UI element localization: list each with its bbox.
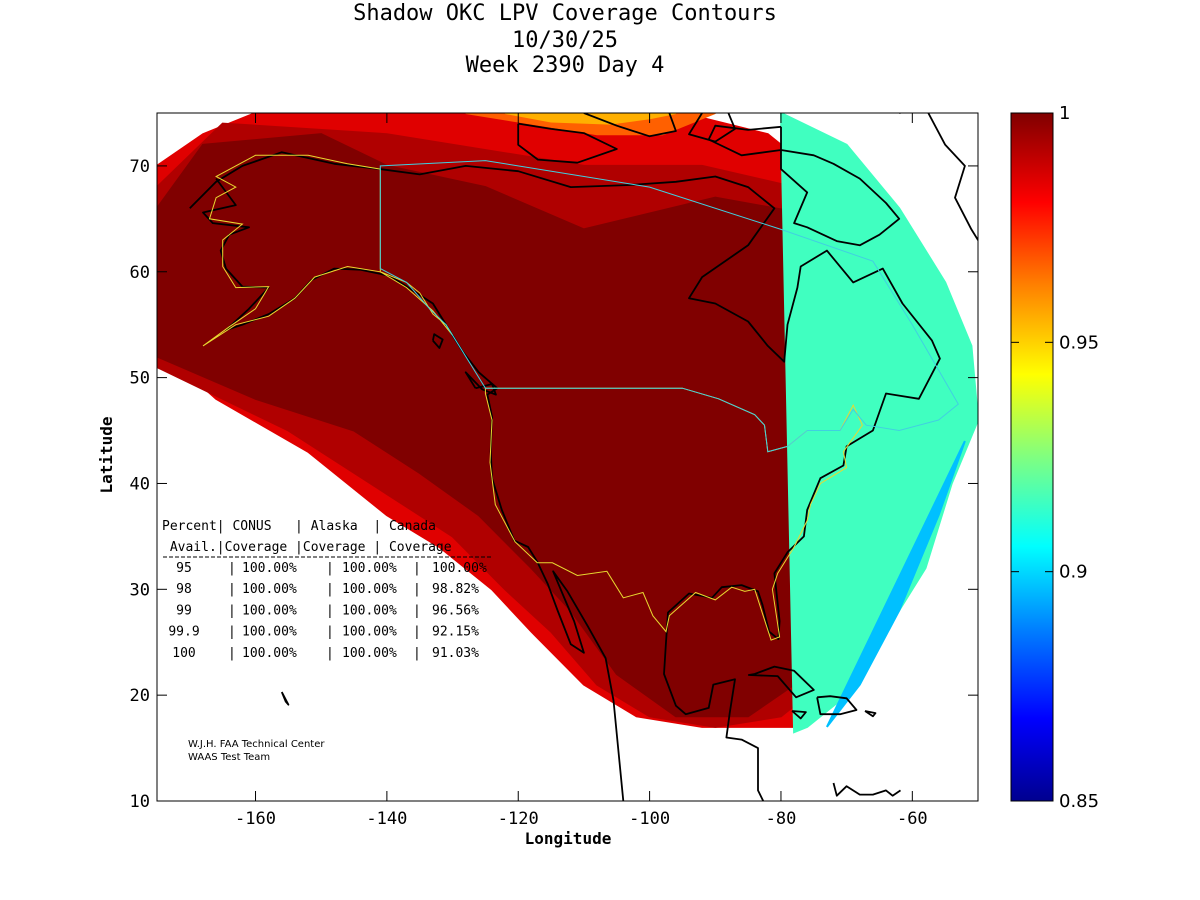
table-cell-canada: 100.00%	[432, 561, 487, 576]
coastline-segment	[864, 710, 877, 718]
table-cell-alaska: 100.00%	[342, 603, 397, 618]
table-header-row-2: Avail.|Coverage |Coverage | Coverage	[162, 540, 452, 555]
chart-title-line-1: Shadow OKC LPV Coverage Contours	[353, 1, 777, 26]
contour-level-0-95	[504, 113, 677, 125]
x-tick-label: -160	[235, 809, 276, 829]
x-axis-label: Longitude	[525, 829, 612, 848]
table-separator: |	[326, 625, 334, 640]
x-tick-label: -60	[897, 809, 928, 829]
colorbar-tick-label: 1	[1059, 103, 1070, 124]
coastline-segment	[280, 691, 290, 706]
colorbar-ticks: 0.85 0.9 0.95 1	[1011, 103, 1099, 812]
coastlines	[189, 113, 978, 801]
table-cell-alaska: 100.00%	[342, 582, 397, 597]
credit-line-2: WAAS Test Team	[188, 752, 270, 763]
table-separator: |	[326, 561, 334, 576]
coastline-segment	[688, 113, 736, 143]
table-cell-canada: 96.56%	[432, 603, 479, 618]
table-cell-conus: 100.00%	[242, 561, 297, 576]
contour-level-0-92	[779, 113, 978, 734]
table-cell-conus: 100.00%	[242, 582, 297, 597]
coastline-segment	[791, 710, 807, 720]
coastline-segment	[832, 782, 902, 797]
table-separator: |	[228, 625, 236, 640]
colorbar-tick-label: 0.95	[1059, 332, 1099, 353]
y-tick-label: 60	[130, 263, 150, 283]
table-cell-canada: 92.15%	[432, 625, 479, 640]
coastline-segment	[583, 113, 677, 138]
table-separator: |	[413, 625, 421, 640]
x-tick-label: -140	[366, 809, 407, 829]
axis-ticks	[157, 113, 978, 802]
table-cell-conus: 100.00%	[242, 625, 297, 640]
x-tick-label: -120	[498, 809, 539, 829]
table-cell-alaska: 100.00%	[342, 561, 397, 576]
region-canada-outline	[379, 160, 959, 453]
table-cell-canada: 91.03%	[432, 646, 479, 661]
table-cell-percent: 98	[176, 582, 192, 597]
table-separator: |	[413, 561, 421, 576]
colorbar-tick-label: 0.85	[1059, 791, 1099, 812]
table-row: 95 100.00% 100.00% 100.00% | | |	[176, 561, 487, 576]
table-separator: |	[228, 582, 236, 597]
coverage-table: Percent| CONUS | Alaska | Canada Avail.|…	[162, 519, 492, 661]
table-cell-conus: 100.00%	[242, 603, 297, 618]
table-row: 99.9 100.00% 100.00% 92.15% | | |	[168, 625, 479, 640]
coastline-segment	[189, 151, 941, 801]
credit-line-1: W.J.H. FAA Technical Center	[188, 739, 325, 750]
table-separator: |	[228, 603, 236, 618]
chart-title-line-2: 10/30/25	[512, 28, 618, 53]
coastline-segment	[464, 371, 497, 396]
table-separator: |	[413, 603, 421, 618]
table-cell-alaska: 100.00%	[342, 646, 397, 661]
plot-area	[156, 112, 979, 802]
table-row: 100 100.00% 100.00% 91.03% | | |	[172, 646, 479, 661]
coastline-segment	[899, 113, 978, 242]
table-cell-canada: 98.82%	[432, 582, 479, 597]
y-tick-label: 30	[130, 580, 150, 600]
table-separator: |	[228, 646, 236, 661]
table-separator: |	[228, 561, 236, 576]
table-cell-alaska: 100.00%	[342, 625, 397, 640]
y-tick-label: 40	[130, 474, 150, 494]
table-cell-percent: 99	[176, 603, 192, 618]
coverage-contours	[157, 113, 978, 734]
colorbar-gradient	[1010, 112, 1054, 802]
table-row: 98 100.00% 100.00% 98.82% | | |	[176, 582, 479, 597]
table-separator: |	[326, 603, 334, 618]
colorbar: 0.85 0.9 0.95 1	[1010, 103, 1099, 812]
table-cell-conus: 100.00%	[242, 646, 297, 661]
table-separator: |	[413, 582, 421, 597]
coastline-segment	[517, 122, 618, 164]
coastline-segment	[816, 695, 858, 716]
y-tick-label: 70	[130, 157, 150, 177]
y-tick-label: 10	[130, 792, 150, 812]
table-cell-percent: 95	[176, 561, 192, 576]
service-region-outlines	[202, 154, 959, 641]
colorbar-tick-label: 0.9	[1059, 562, 1088, 583]
table-cell-percent: 100	[172, 646, 195, 661]
y-tick-label: 50	[130, 369, 150, 389]
chart-title-line-3: Week 2390 Day 4	[466, 53, 665, 78]
table-separator: |	[326, 582, 334, 597]
table-rows: 95 100.00% 100.00% 100.00% | | | 98 100.00% 100.0…	[168, 561, 487, 661]
x-tick-label: -80	[766, 809, 797, 829]
y-tick-label: 20	[130, 686, 150, 706]
table-separator: |	[413, 646, 421, 661]
y-axis-label: Latitude	[97, 416, 116, 493]
coastline-segment	[432, 333, 444, 349]
table-row: 99 100.00% 100.00% 96.56% | | |	[176, 603, 479, 618]
coastline-segment	[747, 665, 815, 699]
table-separator: |	[326, 646, 334, 661]
contour-level-0-9	[825, 440, 966, 728]
plot-frame	[156, 112, 979, 802]
x-tick-label: -100	[629, 809, 670, 829]
table-cell-percent: 99.9	[168, 625, 199, 640]
table-header-row-1: Percent| CONUS | Alaska | Canada	[162, 519, 436, 534]
